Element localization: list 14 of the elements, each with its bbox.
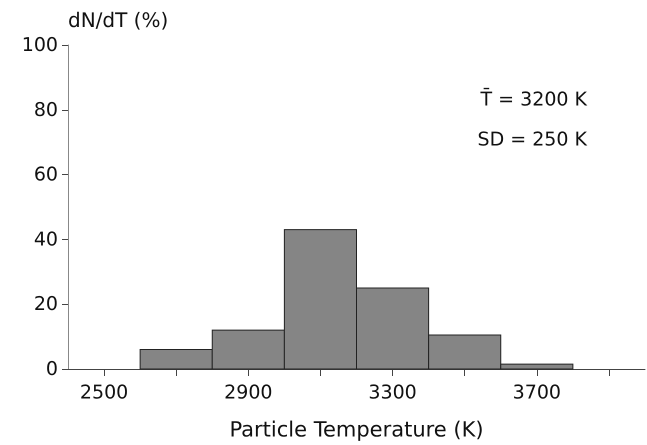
y-tick-label: 80 <box>34 98 58 121</box>
x-tick-label: 2900 <box>224 382 272 404</box>
y-tick-label: 100 <box>22 34 58 56</box>
x-tick-label: 3700 <box>512 382 561 404</box>
y-tick-label: 0 <box>46 358 58 380</box>
y-tick-label: 60 <box>34 164 58 186</box>
x-axis-title: Particle Temperature (K) <box>229 418 484 442</box>
annotation: T̄ = 3200 K <box>480 87 588 110</box>
y-tick-label: 20 <box>34 293 58 316</box>
y-axis-title: dN/dT (%) <box>68 8 168 32</box>
annotation: SD = 250 K <box>478 128 588 150</box>
y-tick-label: 40 <box>34 228 58 250</box>
x-tick-label: 3300 <box>368 382 417 404</box>
x-tick-label: 2500 <box>80 382 128 404</box>
